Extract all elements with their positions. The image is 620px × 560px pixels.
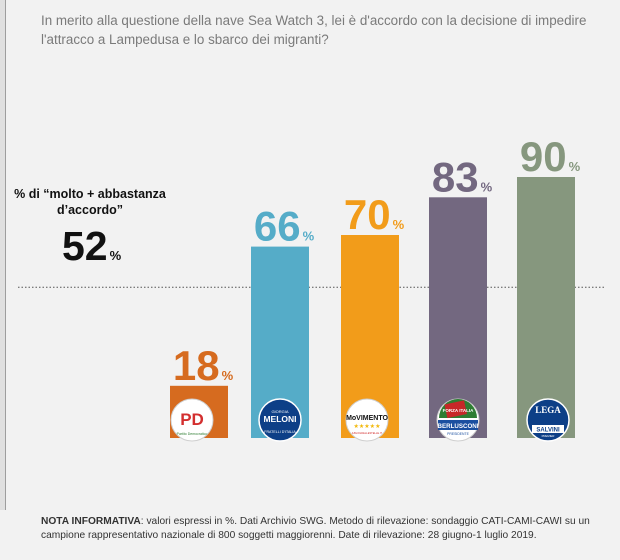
fi-logo-bottom: PRESIDENTE bbox=[447, 432, 469, 436]
fi-logo: FORZA ITALIA BERLUSCONI PRESIDENTE bbox=[436, 398, 480, 442]
note-text: : valori espressi in %. Dati Archivio SW… bbox=[41, 516, 590, 541]
methodology-note: NOTA INFORMATIVA: valori espressi in %. … bbox=[41, 515, 611, 543]
overall-label: % di “molto + abbastanza d’accordo” bbox=[14, 187, 166, 217]
bar-value-label-1: 18% bbox=[173, 342, 234, 389]
m5s-logo-url: ILBLOGDELLESTELLE.IT bbox=[352, 431, 383, 435]
pd-logo: PD Partito Democratico bbox=[170, 398, 214, 442]
lega-logo-bottom: PREMIER bbox=[542, 434, 555, 438]
bar-4 bbox=[429, 197, 487, 438]
bar-value-label-5: 90% bbox=[520, 133, 581, 180]
m5s-logo-name: MoVIMENTO bbox=[346, 415, 388, 422]
overall-value-number: 52 bbox=[62, 223, 108, 269]
lega-logo: LEGA SALVINI PREMIER bbox=[526, 398, 570, 442]
bar-chart: 18 % 66% 70 % 83 % 90% PD Partito Democratico G… bbox=[18, 133, 604, 442]
chart-question: In merito alla questione della nave Sea … bbox=[41, 13, 587, 47]
lega-logo-leader: SALVINI bbox=[536, 428, 560, 434]
bar-value-label-2: 66% bbox=[254, 203, 315, 250]
bar-value-label-4: 83% bbox=[432, 153, 493, 200]
bar-value-label-3: 70% bbox=[344, 191, 405, 238]
overall-value: 52% bbox=[62, 224, 121, 278]
pd-logo-text: PD bbox=[180, 410, 204, 429]
fdi-logo-top: GIORGIA bbox=[271, 409, 288, 414]
fdi-logo-bottom: FRATELLI D'ITALIA bbox=[264, 430, 296, 434]
fdi-logo: GIORGIA MELONI FRATELLI D'ITALIA bbox=[258, 398, 302, 442]
fdi-logo-name: MELONI bbox=[263, 414, 296, 424]
m5s-logo: MoVIMENTO ★★★★★ ILBLOGDELLESTELLE.IT bbox=[345, 398, 389, 442]
overall-value-unit: % bbox=[109, 248, 122, 263]
note-title: NOTA INFORMATIVA bbox=[41, 516, 141, 527]
left-border bbox=[0, 0, 6, 510]
bar-5 bbox=[517, 177, 575, 438]
lega-logo-name: LEGA bbox=[535, 405, 561, 415]
pd-logo-subtitle: Partito Democratico bbox=[177, 432, 208, 436]
m5s-logo-stars: ★★★★★ bbox=[354, 423, 381, 430]
fi-logo-name: BERLUSCONI bbox=[438, 423, 479, 430]
fi-logo-top: FORZA ITALIA bbox=[443, 408, 474, 413]
